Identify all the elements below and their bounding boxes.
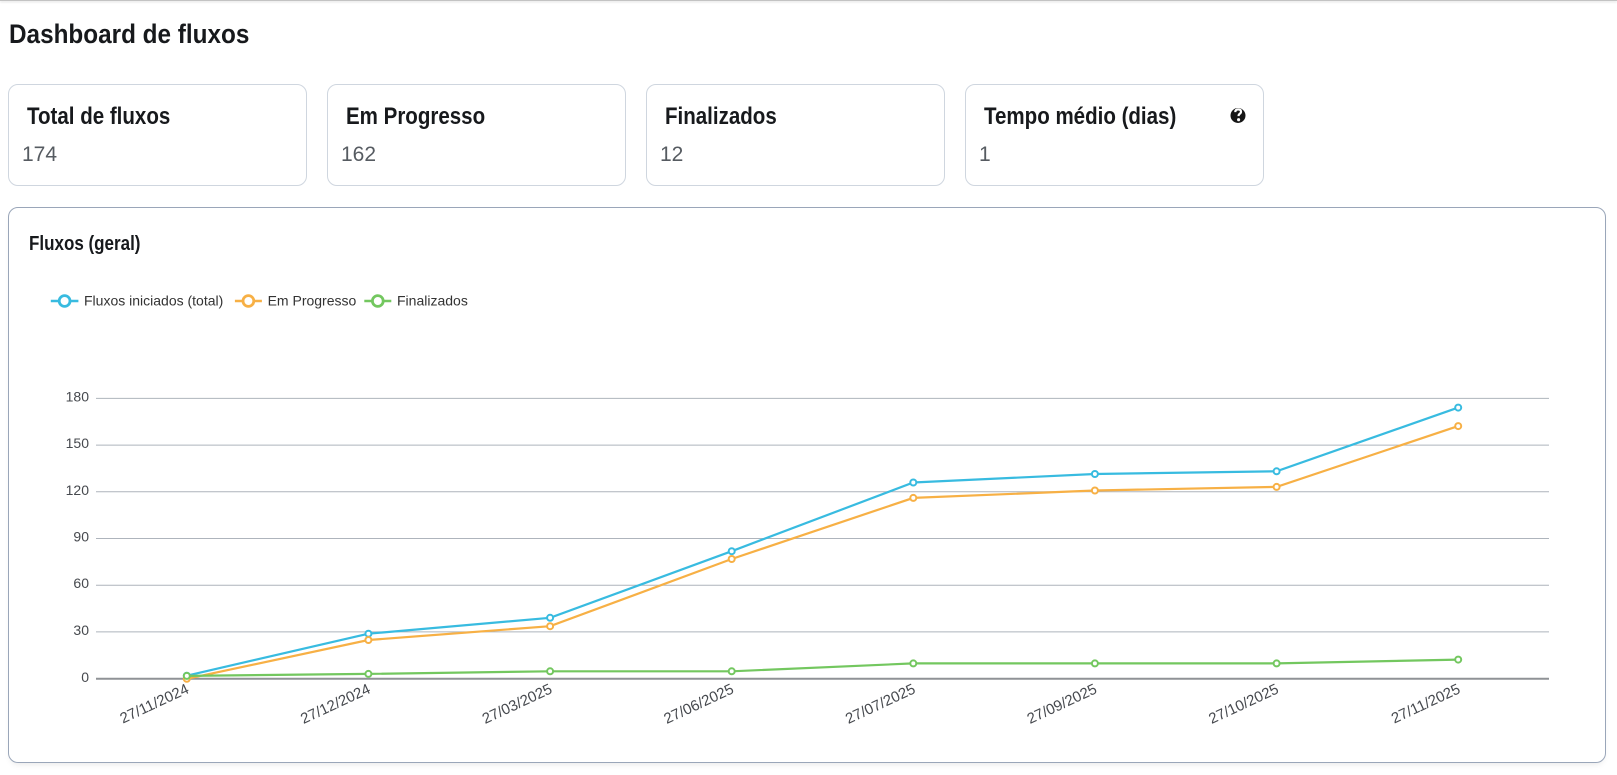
svg-text:0: 0 xyxy=(81,669,89,685)
svg-text:Fluxos iniciados (total): Fluxos iniciados (total) xyxy=(84,293,223,309)
svg-text:27/06/2025: 27/06/2025 xyxy=(661,681,736,728)
svg-text:30: 30 xyxy=(73,622,89,638)
svg-text:27/12/2024: 27/12/2024 xyxy=(298,681,373,728)
svg-text:27/11/2025: 27/11/2025 xyxy=(1389,681,1463,728)
svg-text:60: 60 xyxy=(73,575,89,591)
svg-text:27/09/2025: 27/09/2025 xyxy=(1024,681,1099,728)
svg-text:Finalizados: Finalizados xyxy=(397,293,468,309)
svg-text:27/07/2025: 27/07/2025 xyxy=(843,681,918,728)
svg-text:Em Progresso: Em Progresso xyxy=(268,293,357,309)
svg-text:150: 150 xyxy=(66,435,90,451)
svg-text:27/03/2025: 27/03/2025 xyxy=(480,681,555,728)
svg-text:27/11/2024: 27/11/2024 xyxy=(117,681,191,728)
svg-text:27/10/2025: 27/10/2025 xyxy=(1206,681,1281,728)
svg-text:120: 120 xyxy=(66,482,90,498)
svg-text:180: 180 xyxy=(66,388,90,404)
svg-text:90: 90 xyxy=(73,529,89,545)
